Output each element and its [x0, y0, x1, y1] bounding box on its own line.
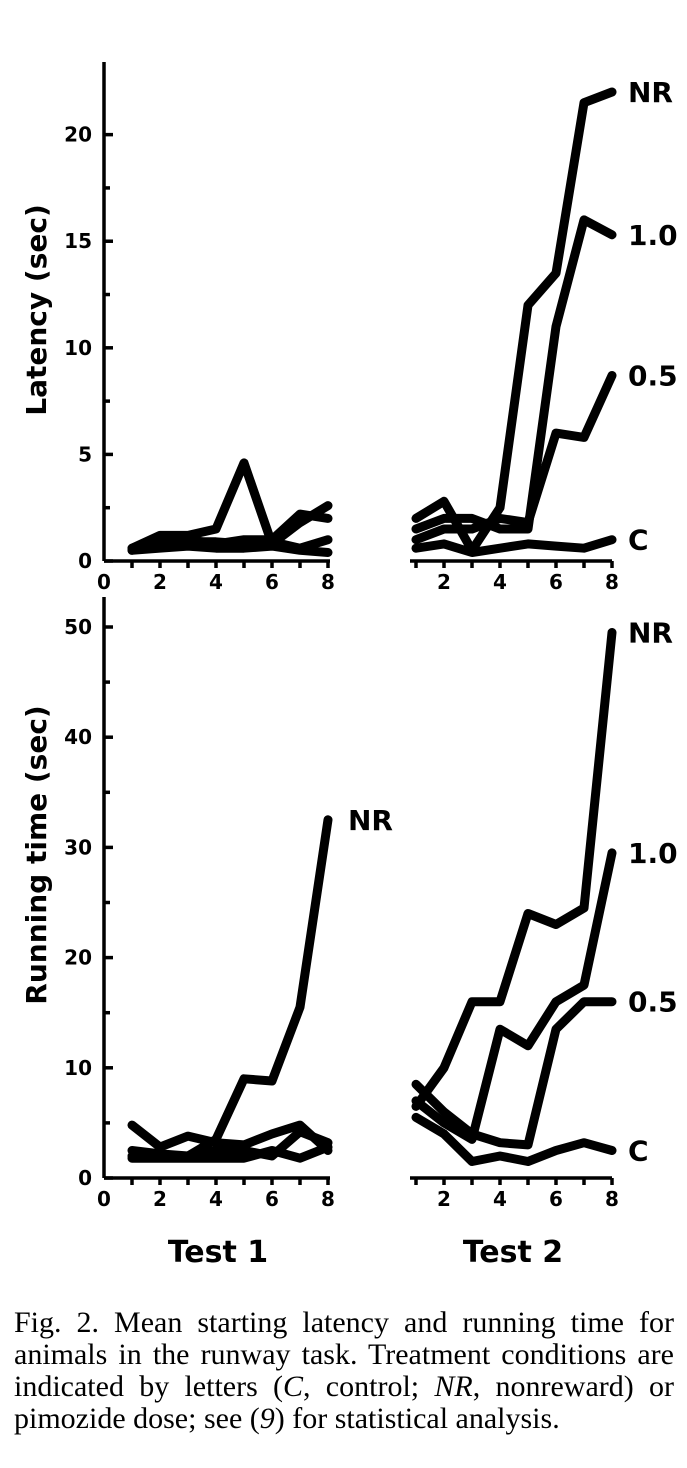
panel-top-right: 2 4 6 8 NR 1.0 0.5 C	[410, 76, 678, 594]
x-tick-label: 2	[437, 1187, 451, 1211]
y-tick-label: 15	[64, 229, 92, 253]
x-tick-label: 6	[549, 570, 563, 594]
x-tick-label: 4	[493, 570, 507, 594]
panel-bottom-right: 2 4 6 8 NR 1.0 0.5 C	[410, 617, 678, 1211]
x-tick-label: 0	[97, 570, 111, 594]
y-tick-label: 30	[64, 835, 92, 859]
test1-label: Test 1	[168, 1235, 268, 1270]
caption-text-3: , nonreward) or pimozide dose; see (	[14, 1370, 675, 1435]
series-label-0-5: 0.5	[628, 360, 678, 393]
series-line-1	[127, 1120, 333, 1155]
y-tick-label: 10	[64, 336, 92, 360]
x-tick-label: 4	[209, 570, 223, 594]
x-tick-label: 6	[265, 1187, 279, 1211]
series-label-0-5: 0.5	[628, 986, 678, 1019]
series-line-3	[127, 1142, 333, 1163]
series-label-C: C	[628, 1134, 649, 1167]
series-label-NR: NR	[348, 804, 393, 837]
x-tick-label: 2	[437, 570, 451, 594]
series-label-1-0: 1.0	[628, 219, 678, 252]
y-tick-label: 50	[64, 615, 92, 639]
series-line-C	[411, 1112, 617, 1166]
y-tick-label: 0	[78, 549, 92, 573]
panel-top-left: 0 2 4 6 8 0 5 10 15 20	[64, 62, 335, 594]
series-line-1-0	[411, 215, 617, 534]
x-tick-label: 6	[549, 1187, 563, 1211]
y-tick-label: 5	[78, 442, 92, 466]
caption-label: Fig. 2.	[14, 1306, 100, 1339]
top-y-axis-label: Latency (sec)	[20, 204, 53, 416]
series-label-NR: NR	[628, 617, 673, 650]
y-tick-label: 20	[64, 946, 92, 970]
x-tick-label: 0	[97, 1187, 111, 1211]
bottom-y-axis-label: Running time (sec)	[20, 705, 53, 1004]
series-line-C	[411, 535, 617, 557]
caption-text-4: ) for statistical analysis.	[274, 1402, 560, 1435]
caption-text-1: Mean starting latency and running time f…	[14, 1306, 674, 1403]
x-tick-label: 8	[605, 1187, 619, 1211]
series-line-NR	[411, 87, 617, 555]
panel-bottom-left: 0 2 4 6 8 0 10 20 30 40 50 NR	[64, 597, 393, 1211]
x-tick-label: 4	[493, 1187, 507, 1211]
x-tick-label: 8	[605, 570, 619, 594]
y-tick-label: 10	[64, 1056, 92, 1080]
x-tick-label: 6	[265, 570, 279, 594]
x-tick-label: 2	[153, 1187, 167, 1211]
series-line-0-5	[411, 997, 617, 1150]
series-line-NR	[127, 815, 333, 1161]
x-tick-label: 2	[153, 570, 167, 594]
x-tick-label: 4	[209, 1187, 223, 1211]
series-line-NR	[411, 628, 617, 1111]
y-tick-label: 40	[64, 725, 92, 749]
test2-label: Test 2	[463, 1235, 563, 1270]
series-line-0-5	[411, 371, 617, 545]
series-label-C: C	[628, 524, 649, 557]
y-tick-label: 0	[78, 1166, 92, 1190]
series-line-1-0	[411, 848, 617, 1144]
x-tick-label: 8	[321, 570, 335, 594]
caption-ref: 9	[259, 1402, 275, 1435]
series-label-NR: NR	[628, 76, 673, 109]
figure-caption: Fig. 2. Mean starting latency and runnin…	[14, 1307, 674, 1435]
series-label-1-0: 1.0	[628, 837, 678, 870]
caption-c-letter: C	[283, 1370, 304, 1403]
series-line-3	[127, 541, 333, 557]
caption-text-2: , control;	[303, 1370, 435, 1403]
caption-nr-letter: NR	[434, 1370, 473, 1403]
y-tick-label: 20	[64, 123, 92, 147]
x-tick-label: 8	[321, 1187, 335, 1211]
